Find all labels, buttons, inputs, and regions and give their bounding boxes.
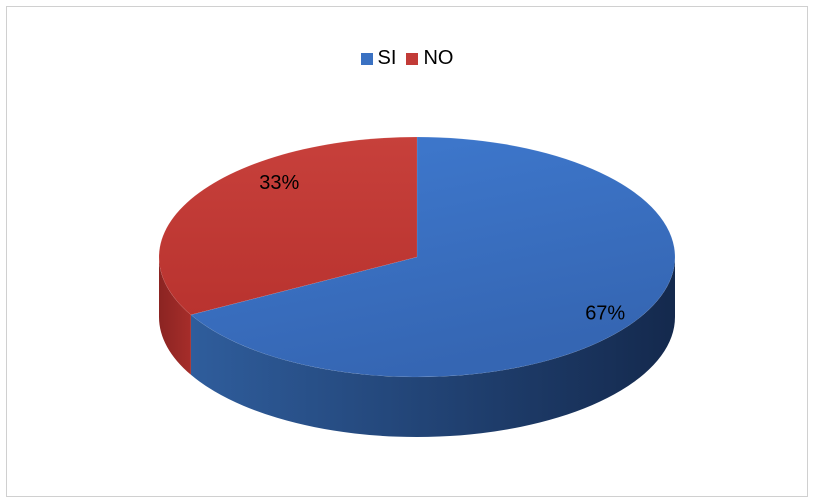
pie-slice-no xyxy=(158,136,418,316)
legend-item-si: SI xyxy=(360,47,397,70)
data-label-no: 33% xyxy=(259,172,299,194)
legend-swatch-no xyxy=(406,52,419,65)
pie-side-no xyxy=(159,257,191,375)
data-label-si: 67% xyxy=(585,303,625,325)
legend-swatch-si xyxy=(360,52,373,65)
chart-legend: SI NO xyxy=(7,47,807,70)
legend-item-no: NO xyxy=(406,47,453,70)
pie-labels: 67% 33% xyxy=(259,172,625,325)
pie-slice-si xyxy=(190,136,676,378)
legend-label-si: SI xyxy=(377,47,397,69)
pie-side-si xyxy=(190,257,675,438)
legend-label-no: NO xyxy=(423,47,454,69)
pie-body xyxy=(158,136,676,438)
